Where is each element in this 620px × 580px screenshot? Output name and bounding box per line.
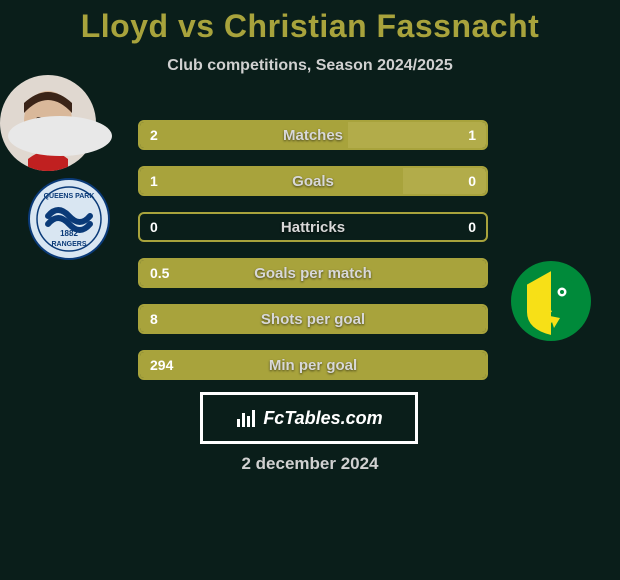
stat-label: Hattricks	[140, 214, 486, 240]
norwich-crest-icon	[510, 260, 592, 342]
stat-label: Goals per match	[140, 260, 486, 286]
club-badge-left: QUEENS PARK RANGERS 1882	[28, 178, 110, 260]
stat-row: 294Min per goal	[138, 350, 488, 380]
stat-row: 0.5Goals per match	[138, 258, 488, 288]
chart-icon	[235, 407, 257, 429]
stats-container: 21Matches 10Goals 00Hattricks 0.5Goals per …	[138, 120, 488, 396]
svg-text:1882: 1882	[60, 229, 78, 238]
stat-label: Shots per goal	[140, 306, 486, 332]
credit-box: FcTables.com	[200, 392, 418, 444]
comparison-title: Lloyd vs Christian Fassnacht	[0, 0, 620, 45]
comparison-date: 2 december 2024	[0, 454, 620, 474]
credit-text: FcTables.com	[263, 408, 382, 429]
stat-row: 21Matches	[138, 120, 488, 150]
stat-label: Goals	[140, 168, 486, 194]
svg-text:QUEENS PARK: QUEENS PARK	[44, 193, 95, 200]
stat-label: Min per goal	[140, 352, 486, 378]
stat-label: Matches	[140, 122, 486, 148]
club-badge-right	[510, 260, 592, 342]
stat-row: 10Goals	[138, 166, 488, 196]
stat-row: 8Shots per goal	[138, 304, 488, 334]
player-left-avatar	[8, 116, 112, 156]
stat-row: 00Hattricks	[138, 212, 488, 242]
comparison-subtitle: Club competitions, Season 2024/2025	[0, 57, 620, 75]
svg-text:RANGERS: RANGERS	[51, 241, 86, 248]
qpr-crest-icon: QUEENS PARK RANGERS 1882	[28, 178, 110, 260]
